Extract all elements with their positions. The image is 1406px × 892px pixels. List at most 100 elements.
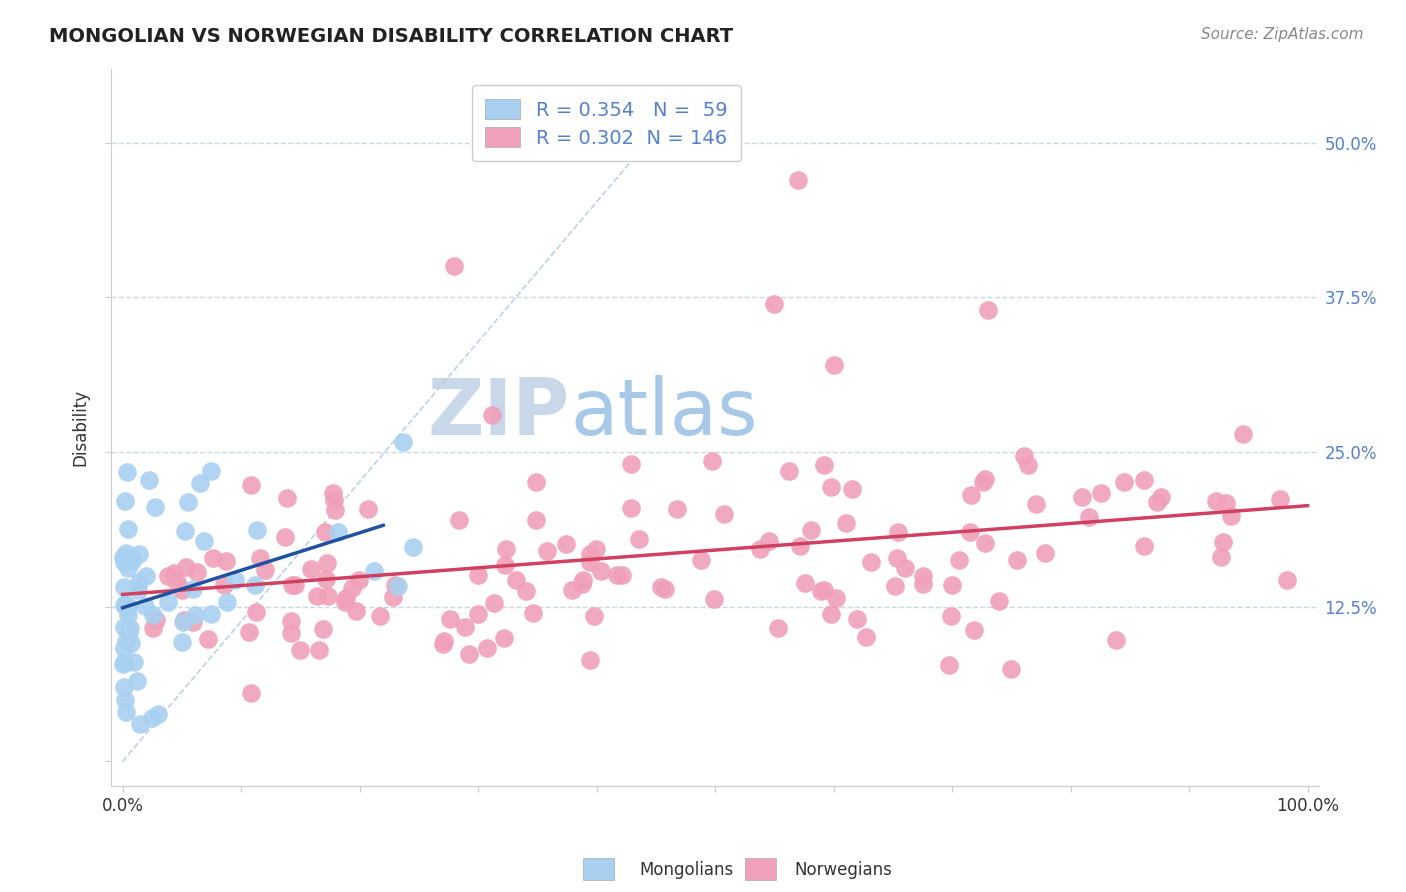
Point — [288, 643, 311, 657]
Point — [333, 594, 356, 608]
Point — [111, 549, 134, 564]
Point — [314, 524, 336, 539]
Point — [1070, 490, 1092, 504]
Point — [316, 557, 339, 571]
Point — [494, 631, 516, 645]
Text: Source: ZipAtlas.com: Source: ZipAtlas.com — [1201, 27, 1364, 42]
Point — [703, 592, 725, 607]
Point — [628, 532, 651, 546]
Point — [146, 707, 169, 722]
Point — [522, 606, 544, 620]
Point — [1033, 546, 1056, 560]
Point — [138, 473, 160, 487]
Point — [763, 296, 786, 310]
Point — [589, 564, 612, 578]
Point — [620, 457, 643, 471]
Point — [402, 540, 425, 554]
Point — [181, 615, 204, 629]
Point — [610, 568, 633, 582]
Point — [1132, 540, 1154, 554]
Point — [183, 582, 205, 596]
Point — [245, 606, 267, 620]
Point — [481, 408, 503, 422]
Point — [813, 583, 835, 598]
Point — [787, 173, 810, 187]
Point — [1150, 491, 1173, 505]
Text: Mongolians: Mongolians — [640, 861, 734, 879]
Point — [127, 583, 149, 598]
Point — [172, 615, 194, 630]
Point — [384, 577, 406, 591]
Point — [1078, 509, 1101, 524]
Text: MONGOLIAN VS NORWEGIAN DISABILITY CORRELATION CHART: MONGOLIAN VS NORWEGIAN DISABILITY CORREL… — [49, 27, 734, 45]
Point — [142, 622, 165, 636]
Point — [768, 622, 790, 636]
Point — [495, 541, 517, 556]
Point — [215, 595, 238, 609]
Point — [212, 578, 235, 592]
Point — [778, 464, 800, 478]
Point — [855, 631, 877, 645]
Point — [433, 634, 456, 648]
Point — [392, 435, 415, 450]
Point — [846, 612, 869, 626]
Point — [941, 577, 963, 591]
Point — [467, 607, 489, 622]
Point — [578, 555, 600, 569]
Point — [170, 583, 193, 598]
Point — [305, 589, 328, 603]
Point — [340, 581, 363, 595]
Point — [177, 494, 200, 508]
Point — [524, 475, 547, 490]
Point — [1090, 486, 1112, 500]
Legend: R = 0.354   N =  59, R = 0.302  N = 146: R = 0.354 N = 59, R = 0.302 N = 146 — [471, 86, 741, 161]
Point — [363, 564, 385, 578]
Point — [524, 513, 547, 527]
Point — [886, 524, 908, 539]
Point — [447, 513, 470, 527]
Point — [912, 577, 935, 591]
Point — [457, 647, 479, 661]
Point — [823, 359, 845, 373]
Point — [860, 555, 883, 569]
Point — [322, 486, 344, 500]
Point — [606, 567, 628, 582]
Point — [214, 554, 236, 568]
Point — [578, 548, 600, 562]
Point — [665, 501, 688, 516]
Point — [835, 516, 858, 530]
Point — [959, 524, 981, 539]
Point — [114, 493, 136, 508]
Point — [117, 607, 139, 622]
Point — [115, 634, 138, 648]
Point — [1012, 449, 1035, 463]
Point — [308, 643, 330, 657]
Point — [505, 573, 527, 587]
Point — [1211, 549, 1233, 564]
Point — [281, 578, 304, 592]
Point — [1112, 475, 1135, 489]
Point — [1017, 458, 1039, 473]
Point — [1220, 509, 1243, 524]
Point — [254, 563, 277, 577]
Point — [280, 626, 302, 640]
Point — [280, 615, 302, 629]
Point — [117, 522, 139, 536]
Point — [973, 536, 995, 550]
Point — [820, 480, 842, 494]
Point — [1105, 632, 1128, 647]
Point — [115, 545, 138, 559]
Point — [200, 607, 222, 621]
Point — [938, 657, 960, 672]
Text: Norwegians: Norwegians — [794, 861, 893, 879]
Point — [1205, 494, 1227, 508]
Point — [654, 582, 676, 596]
Point — [143, 500, 166, 514]
Point — [156, 595, 179, 609]
Point — [201, 551, 224, 566]
Point — [1212, 535, 1234, 549]
Point — [963, 623, 986, 637]
Point — [800, 523, 823, 537]
Point — [1133, 473, 1156, 487]
Point — [789, 539, 811, 553]
